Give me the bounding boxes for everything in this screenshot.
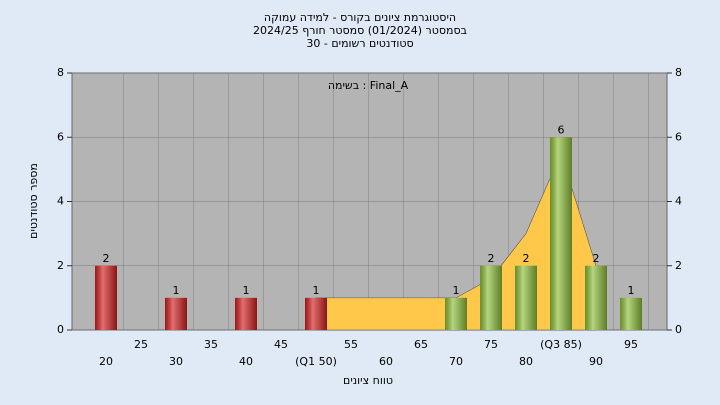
data-label: 1: [453, 284, 460, 297]
x-tick-label: 80: [519, 355, 533, 368]
bar-shade: [515, 265, 537, 330]
y-tick-label: 6: [57, 130, 64, 143]
chart-subtitle: סטודנטים רשומים - 30: [306, 37, 413, 50]
bar-shade: [305, 297, 327, 330]
data-label: 2: [103, 252, 110, 265]
bar-shade: [550, 137, 572, 330]
x-tick-label: (Q1 50): [295, 355, 337, 368]
x-tick-label: 30: [169, 355, 183, 368]
bar-shade: [480, 265, 502, 330]
chart-title: היסטוגרמת ציונים בקורס - למידה עמוקה: [264, 11, 456, 24]
y2-tick-label: 8: [675, 66, 682, 79]
data-label: 1: [313, 284, 320, 297]
plot-layer: 2 1 1 1 1 2 2 6 2 1: [67, 72, 672, 331]
x-tick-label: 60: [379, 355, 393, 368]
x-tick-label: 90: [589, 355, 603, 368]
bar-shade: [585, 265, 607, 330]
x-tick-label: 45: [274, 338, 288, 351]
y-tick-label: 4: [57, 195, 64, 208]
bar-shade: [445, 297, 467, 330]
data-label: 6: [558, 123, 565, 136]
y2-tick-label: 4: [675, 195, 682, 208]
bar-shade: [165, 297, 187, 330]
x-tick-label: (Q3 85): [540, 338, 582, 351]
bar-shade: [95, 265, 117, 330]
data-label: 1: [173, 284, 180, 297]
x-tick-label: 70: [449, 355, 463, 368]
data-label: 1: [243, 284, 250, 297]
x-tick-label: 95: [624, 338, 638, 351]
x-tick-label: 65: [414, 338, 428, 351]
y-tick-label: 8: [57, 66, 64, 79]
bar-shade: [235, 297, 257, 330]
annotation: בשימה : Final_A: [328, 79, 409, 92]
x-tick-label: 20: [99, 355, 113, 368]
x-tick-label: 55: [344, 338, 358, 351]
x-axis-label: טווח ציונים: [343, 374, 393, 387]
y2-tick-label: 6: [675, 130, 682, 143]
data-label: 2: [593, 252, 600, 265]
y2-tick-label: 2: [675, 259, 682, 272]
y2-tick-label: 0: [675, 323, 682, 336]
x-tick-label: 25: [134, 338, 148, 351]
x-tick-label: 40: [239, 355, 253, 368]
x-tick-label: 35: [204, 338, 218, 351]
y-tick-label: 2: [57, 259, 64, 272]
data-label: 2: [488, 252, 495, 265]
y-tick-label: 0: [57, 323, 64, 336]
y-axis-label: מספר סטודנטים: [27, 163, 40, 239]
chart-subtitle: בסמסטר (01/2024) סמסטר חורף 2024/25: [253, 24, 467, 37]
data-label: 1: [628, 284, 635, 297]
bar-shade: [620, 297, 642, 330]
x-tick-label: 75: [484, 338, 498, 351]
data-label: 2: [523, 252, 530, 265]
